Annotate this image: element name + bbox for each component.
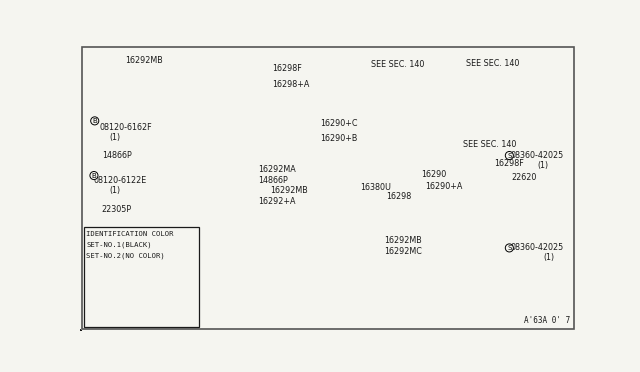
Text: SEE SEC. 140: SEE SEC. 140 <box>466 59 519 68</box>
Text: B: B <box>92 118 97 124</box>
Text: SEE SEC. 140: SEE SEC. 140 <box>371 60 424 69</box>
Text: 16298: 16298 <box>386 192 412 201</box>
Text: 08360-42025: 08360-42025 <box>511 243 564 253</box>
Text: IDENTIFICATION COLOR: IDENTIFICATION COLOR <box>86 231 173 237</box>
Text: 16290+B: 16290+B <box>320 134 358 143</box>
Text: S: S <box>507 153 511 158</box>
Text: 08120-6162F: 08120-6162F <box>99 122 152 132</box>
Text: 08360-42025: 08360-42025 <box>511 151 564 160</box>
Text: 22620: 22620 <box>511 173 536 182</box>
Text: 22305P: 22305P <box>102 205 132 214</box>
Text: 16292MA: 16292MA <box>259 165 296 174</box>
Text: (1): (1) <box>109 132 120 141</box>
Text: 16292MC: 16292MC <box>384 247 422 256</box>
Text: B: B <box>92 173 97 179</box>
Text: 14866P: 14866P <box>259 176 288 185</box>
Text: (1): (1) <box>109 186 120 195</box>
Text: 16292+A: 16292+A <box>259 197 296 206</box>
Text: 16380U: 16380U <box>360 183 392 192</box>
Text: 16292MB: 16292MB <box>125 56 163 65</box>
Text: SEE SEC. 140: SEE SEC. 140 <box>463 140 516 149</box>
Text: 16292MB: 16292MB <box>384 236 422 245</box>
Text: A'63A 0' 7: A'63A 0' 7 <box>524 316 570 325</box>
Text: SET-NO.1(BLACK): SET-NO.1(BLACK) <box>86 241 152 248</box>
Text: 08120-6122E: 08120-6122E <box>94 176 147 185</box>
Text: 16298F: 16298F <box>272 64 302 73</box>
Text: (1): (1) <box>543 253 555 262</box>
Text: SET-NO.2(NO COLOR): SET-NO.2(NO COLOR) <box>86 252 165 259</box>
Text: S: S <box>507 245 511 251</box>
Text: 16298+A: 16298+A <box>272 80 310 89</box>
Text: 16292MB: 16292MB <box>270 186 308 195</box>
Text: 14866P: 14866P <box>102 151 131 160</box>
Text: (1): (1) <box>537 161 548 170</box>
Text: 16290+C: 16290+C <box>320 119 358 128</box>
Text: 16290: 16290 <box>421 170 446 179</box>
Text: 16298F: 16298F <box>494 159 524 168</box>
Bar <box>84 227 198 327</box>
Text: 16290+A: 16290+A <box>425 182 462 191</box>
